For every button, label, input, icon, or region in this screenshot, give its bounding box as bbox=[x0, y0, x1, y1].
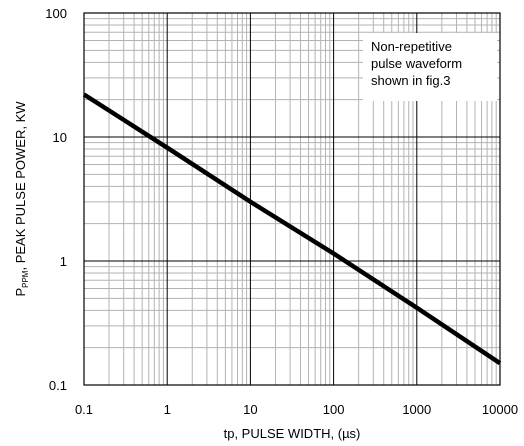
y-tick-label: 0.1 bbox=[49, 378, 67, 393]
y-axis-label-suffix: , PEAK PULSE POWER, KW bbox=[13, 101, 28, 271]
plot-frame bbox=[83, 12, 501, 386]
x-axis-label: tp, PULSE WIDTH, (µs) bbox=[224, 426, 361, 441]
x-tick-label: 10000 bbox=[482, 402, 518, 417]
minor-grid bbox=[84, 13, 500, 385]
y-tick-label: 100 bbox=[45, 6, 67, 21]
x-tick-label: 1 bbox=[164, 402, 171, 417]
x-tick-label: 10 bbox=[243, 402, 257, 417]
y-tick-label: 1 bbox=[60, 254, 67, 269]
annotation-box: Non-repetitive pulse waveform shown in f… bbox=[363, 33, 497, 101]
annotation-background bbox=[363, 33, 497, 101]
x-tick-label: 1000 bbox=[402, 402, 431, 417]
y-tick-labels: 0.1 1 10 100 bbox=[45, 6, 67, 393]
y-axis-label: PPPM, PEAK PULSE POWER, KW bbox=[13, 101, 30, 297]
y-axis-label-subscript: PPM bbox=[21, 270, 30, 288]
x-tick-label: 100 bbox=[323, 402, 345, 417]
series-layer bbox=[82, 92, 502, 366]
series-line bbox=[82, 92, 502, 366]
annotation-line-1: Non-repetitive bbox=[371, 39, 452, 54]
y-tick-label: 10 bbox=[53, 130, 67, 145]
y-axis-label-prefix: P bbox=[13, 288, 28, 297]
annotation-line-3: shown in fig.3 bbox=[371, 73, 451, 88]
x-tick-labels: 0.1 1 10 100 1000 10000 bbox=[75, 402, 518, 417]
annotation-line-2: pulse waveform bbox=[371, 56, 462, 71]
x-tick-label: 0.1 bbox=[75, 402, 93, 417]
